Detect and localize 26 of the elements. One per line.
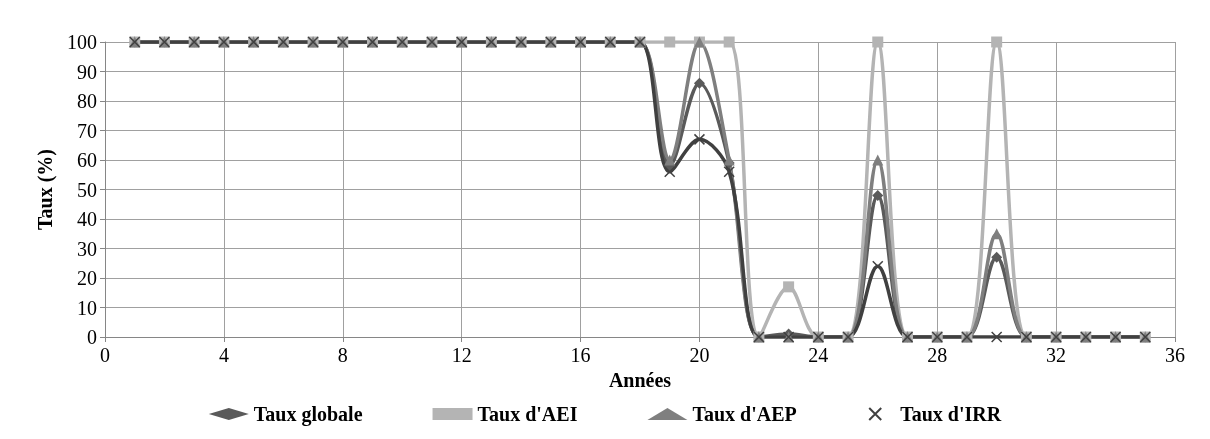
y-tick-label: 10 [77,296,97,319]
y-tick-label: 40 [77,208,97,230]
legend-label: Taux globale [253,403,363,426]
y-tick-label: 90 [77,60,97,83]
y-tick-label: 50 [77,178,97,201]
x-tick-label: 28 [927,344,948,366]
legend-label: Taux d'AEI [477,403,578,425]
y-tick-label: 20 [77,267,97,289]
y-tick-label: 70 [77,119,97,142]
legend-label: Taux d'AEP [692,403,797,425]
x-tick-label: 4 [218,344,229,366]
y-tick-label: 100 [67,31,97,53]
y-tick-label: 80 [77,90,97,112]
x-axis-title: Années [608,368,672,391]
x-tick-label: 32 [1046,344,1067,366]
y-axis-title: Taux (%) [34,149,57,230]
x-tick-label: 36 [1165,344,1185,366]
x-tick-label: 16 [570,344,591,366]
x-tick-label: 8 [337,344,348,366]
y-tick-label: 60 [77,149,97,171]
x-tick-label: 24 [808,344,829,366]
y-tick-label: 0 [87,326,97,348]
legend-label: Taux d'IRR [900,403,1002,425]
y-tick-label: 30 [77,237,97,260]
x-tick-label: 20 [689,344,710,366]
x-tick-label: 12 [451,344,472,366]
